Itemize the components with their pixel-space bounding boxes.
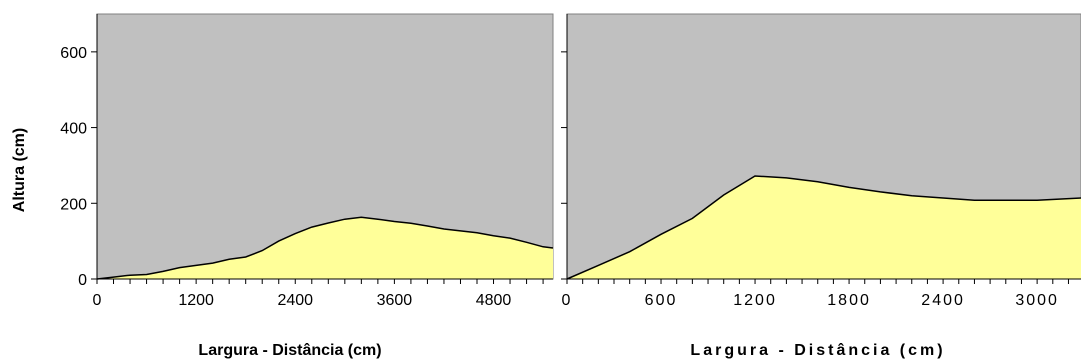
x-tick-label: 1800 — [827, 292, 871, 309]
series-area-fill — [567, 176, 1081, 279]
x-tick-label: 0 — [93, 292, 102, 309]
y-tick-label: 200 — [60, 196, 87, 213]
x-axis-title-left: Largura - Distância (cm) — [198, 342, 381, 359]
series-line — [566, 175, 1081, 280]
x-tick-label: 3000 — [1015, 292, 1059, 309]
y-tick-label: 600 — [60, 45, 87, 62]
series-line — [96, 216, 554, 280]
y-tick-label: 400 — [60, 121, 87, 138]
x-tick-label: 4800 — [476, 292, 512, 309]
x-tick-label: 1200 — [178, 292, 214, 309]
right-chart-panel: 0 600 1200 1800 2400 3000 — [561, 13, 1081, 309]
x-tick-label: 3600 — [377, 292, 413, 309]
left-chart-panel: 0 1200 2400 3600 4800 0 200 400 600 — [60, 13, 554, 309]
y-tick-label: 0 — [78, 272, 87, 289]
x-axis-title-right: Largura - Distância (cm) — [690, 342, 945, 359]
y-axis-title: Altura (cm) — [11, 128, 28, 212]
x-tick-label: 2400 — [277, 292, 313, 309]
x-tick-label: 600 — [645, 292, 678, 309]
x-tick-label: 0 — [562, 292, 573, 309]
x-tick-label: 2400 — [921, 292, 965, 309]
x-tick-label: 1200 — [733, 292, 777, 309]
